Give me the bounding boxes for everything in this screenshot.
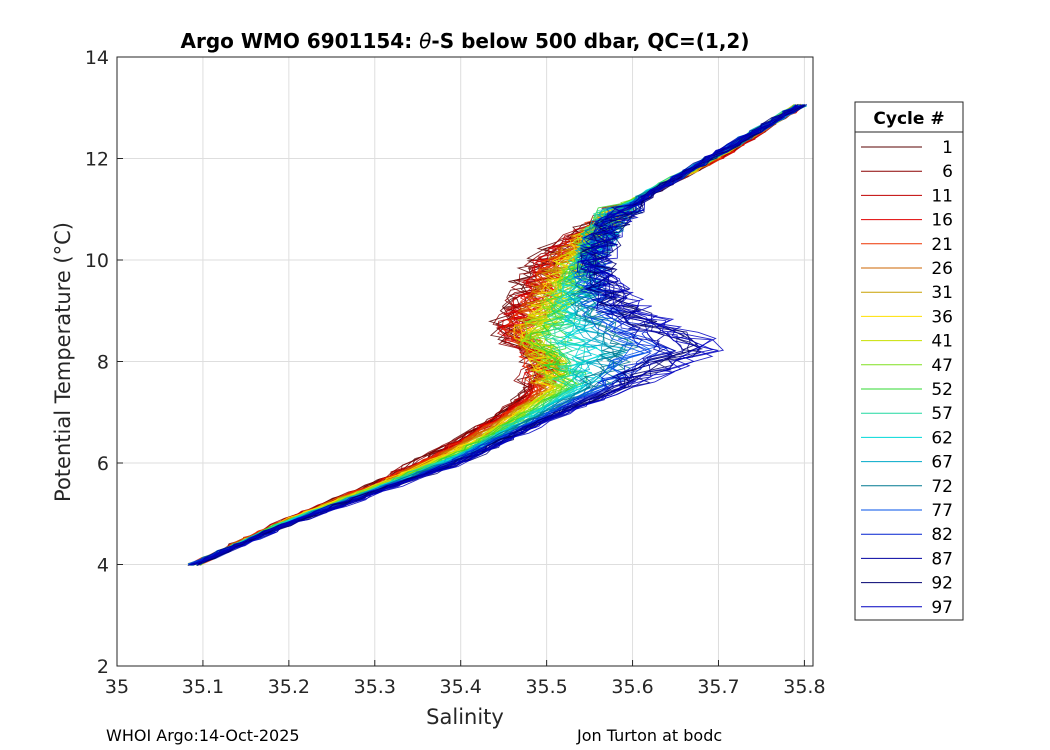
y-axis-label: Potential Temperature (°C) — [51, 222, 75, 502]
legend-box — [854, 101, 964, 621]
profile-line-94 — [193, 104, 806, 565]
x-tick-label: 35.7 — [697, 676, 739, 698]
legend-label-47: 47 — [931, 356, 953, 376]
profile-line-99 — [190, 104, 797, 566]
profile-line-100 — [199, 103, 804, 565]
legend-label-67: 67 — [931, 453, 953, 473]
legend-label-16: 16 — [931, 211, 953, 231]
legend-label-72: 72 — [931, 477, 953, 497]
legend-label-21: 21 — [931, 235, 953, 255]
legend-label-36: 36 — [931, 307, 953, 327]
profile-lines — [187, 103, 807, 567]
legend-label-82: 82 — [931, 525, 953, 545]
legend-label-1: 1 — [942, 138, 953, 158]
y-tick-label: 14 — [85, 47, 109, 69]
y-tick-label: 6 — [97, 453, 109, 475]
y-tick-label: 12 — [85, 149, 109, 171]
x-tick-label: 35.4 — [440, 676, 482, 698]
legend-label-87: 87 — [931, 549, 953, 569]
profile-line-98 — [188, 105, 803, 566]
axes-box — [116, 56, 814, 667]
chart-title: Argo WMO 6901154: θ-S below 500 dbar, QC… — [181, 29, 750, 53]
x-tick-label: 35.6 — [611, 676, 653, 698]
legend-label-97: 97 — [931, 598, 953, 618]
legend-label-26: 26 — [931, 259, 953, 279]
y-tick-label: 10 — [85, 250, 109, 272]
legend-label-6: 6 — [942, 162, 953, 182]
x-tick-label: 35.2 — [268, 676, 310, 698]
x-axis-label: Salinity — [426, 705, 504, 729]
footer-right: Jon Turton at bodc — [576, 726, 722, 745]
legend-label-11: 11 — [931, 186, 953, 206]
legend-label-57: 57 — [931, 404, 953, 424]
legend-label-92: 92 — [931, 574, 953, 594]
x-tick-label: 35 — [105, 676, 129, 698]
y-tick-labels: 2 4 6 8 10 12 14 — [85, 47, 109, 678]
y-tick-label: 2 — [97, 656, 109, 678]
y-tick-label: 4 — [97, 555, 109, 577]
x-tick-labels: 35 35.1 35.2 35.3 35.4 35.5 35.6 35.7 35.8 — [105, 676, 826, 698]
x-tick-label: 35.8 — [783, 676, 825, 698]
legend-title: Cycle # — [873, 109, 944, 129]
x-tick-label: 35.3 — [354, 676, 396, 698]
legend-label-62: 62 — [931, 428, 953, 448]
x-tick-label: 35.5 — [525, 676, 567, 698]
y-tick-label: 8 — [97, 352, 109, 374]
legend: Cycle # 16111621263136414752576267727782… — [854, 101, 964, 621]
x-tick-label: 35.1 — [182, 676, 224, 698]
footer-left: WHOI Argo:14-Oct-2025 — [106, 726, 300, 745]
legend-label-31: 31 — [931, 283, 953, 303]
legend-label-77: 77 — [931, 501, 953, 521]
legend-label-52: 52 — [931, 380, 953, 400]
legend-label-41: 41 — [931, 332, 953, 352]
